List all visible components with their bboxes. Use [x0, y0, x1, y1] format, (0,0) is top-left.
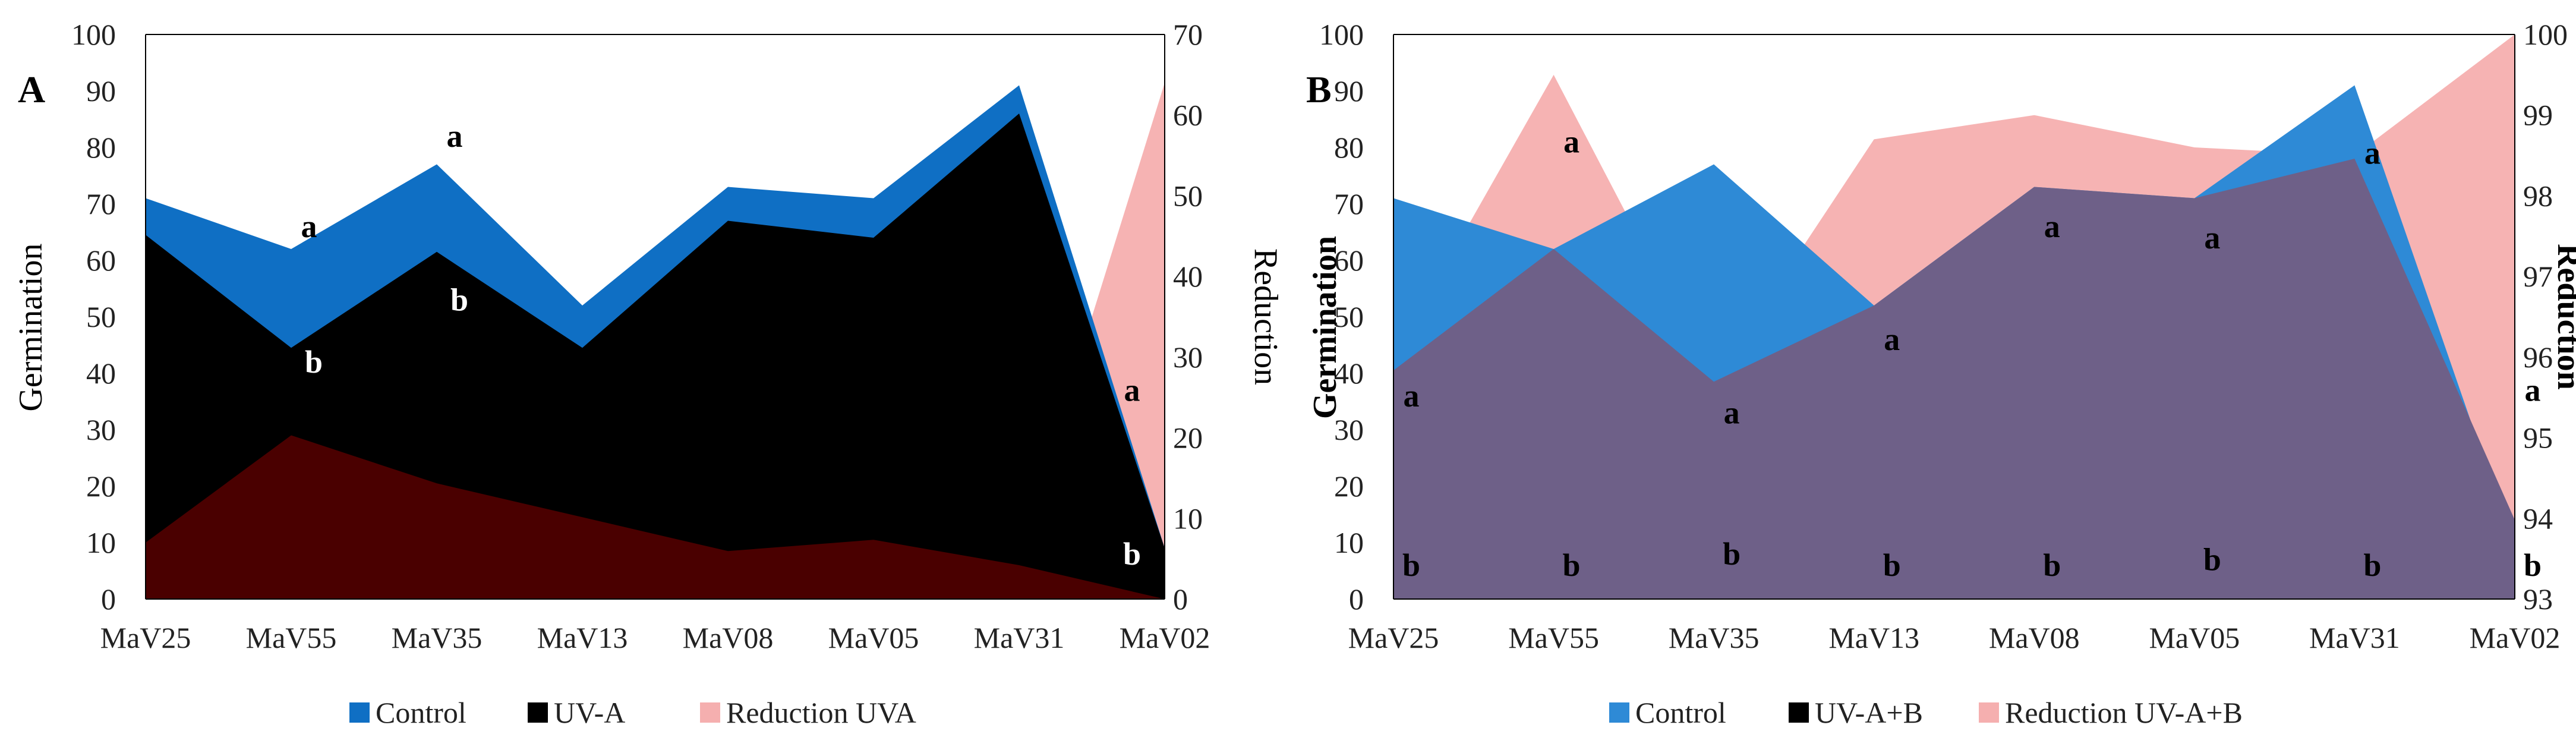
y2-tick-label: 93	[2523, 582, 2553, 616]
y-tick-label: 30	[86, 413, 116, 446]
y-tick-label: 100	[71, 18, 116, 51]
y2-tick-label: 99	[2523, 99, 2553, 132]
y-tick-label: 60	[86, 244, 116, 277]
annotation-letter: a	[2044, 209, 2060, 244]
y2-tick-label: 40	[1173, 260, 1203, 293]
y2-tick-label: 0	[1173, 582, 1188, 616]
panel-label: A	[18, 68, 45, 111]
y-tick-label: 30	[1334, 413, 1364, 446]
x-tick-label: MaV02	[2470, 621, 2561, 654]
y-tick-label: 40	[1334, 357, 1364, 390]
y-tick-label: 60	[1334, 244, 1364, 277]
legend-swatch-control	[1609, 702, 1629, 723]
annotation-letter: b	[1883, 547, 1901, 583]
annotation-letter: a	[1404, 378, 1420, 414]
annotation-letter: b	[2524, 547, 2542, 583]
annotation-letter: b	[305, 344, 323, 380]
panel-b-chart: 0 10 20 30 40 50 60 70 80 90 100 93 94 95 96 97 98 99 100 M…	[1306, 18, 2576, 729]
y-tick-label: 20	[86, 469, 116, 503]
annotation-letter: a	[2364, 135, 2380, 171]
legend-label-reduction-uv-a-b: Reduction UV-A+B	[2005, 696, 2243, 729]
y2-tick-label: 97	[2523, 260, 2553, 293]
x-tick-label: MaV31	[974, 621, 1065, 654]
annotation-letter: b	[1723, 536, 1741, 572]
area-overlap	[1393, 159, 2515, 599]
y2-tick-label: 95	[2523, 421, 2553, 455]
annotation-letter: a	[301, 209, 317, 244]
x-tick-label: MaV02	[1120, 621, 1210, 654]
legend-swatch-uv-a	[528, 702, 548, 723]
x-tick-label: MaV35	[392, 621, 483, 654]
y2-tick-label: 98	[2523, 179, 2553, 212]
legend-swatch-control	[349, 702, 370, 723]
y-tick-label: 40	[86, 357, 116, 390]
y2-axis-title: Reduction	[1247, 248, 1284, 385]
x-tick-label: MaV55	[1508, 621, 1599, 654]
x-tick-label: MaV13	[537, 621, 628, 654]
y-tick-label: 0	[1349, 582, 1364, 616]
x-tick-label: MaV08	[683, 621, 774, 654]
y2-axis-title: Reduction	[2550, 244, 2576, 390]
x-tick-label: MaV25	[1348, 621, 1439, 654]
annotation-letter: b	[1123, 536, 1141, 572]
panel-label: B	[1306, 68, 1332, 111]
y2-tick-label: 30	[1173, 341, 1203, 374]
annotation-letter: a	[1724, 395, 1740, 431]
annotation-letter: b	[2363, 547, 2381, 583]
annotation-letter: a	[1884, 322, 1900, 357]
legend-label-reduction-uva: Reduction UVA	[726, 696, 916, 729]
annotation-letter: b	[2043, 547, 2061, 583]
y2-tick-label: 100	[2523, 18, 2568, 51]
y-tick-label: 10	[86, 526, 116, 559]
annotation-letter: b	[1402, 547, 1420, 583]
x-tick-label: MaV05	[2149, 621, 2240, 654]
y-tick-label: 100	[1319, 18, 1364, 51]
y-axis-title: Germination	[12, 243, 49, 411]
y-tick-label: 50	[1334, 300, 1364, 333]
y-tick-label: 20	[1334, 469, 1364, 503]
y2-tick-label: 20	[1173, 421, 1203, 455]
y-tick-label: 70	[1334, 187, 1364, 220]
annotation-letter: a	[1124, 373, 1140, 408]
y-tick-label: 80	[1334, 131, 1364, 164]
x-tick-label: MaV13	[1828, 621, 1919, 654]
y2-tick-label: 96	[2523, 341, 2553, 374]
annotation-letter: a	[2204, 220, 2220, 256]
legend-label-uv-a-b: UV-A+B	[1815, 696, 1923, 729]
legend-label-uv-a: UV-A	[554, 696, 625, 729]
legend-swatch-reduction-uv-a-b	[1979, 702, 1999, 723]
annotation-letter: a	[2525, 373, 2541, 408]
y-tick-label: 80	[86, 131, 116, 164]
x-tick-label: MaV55	[246, 621, 337, 654]
x-tick-label: MaV08	[1989, 621, 2080, 654]
x-tick-label: MaV05	[828, 621, 919, 654]
annotation-letter: b	[2203, 542, 2221, 578]
x-tick-label: MaV31	[2309, 621, 2400, 654]
annotation-letter: b	[1563, 547, 1581, 583]
y-tick-label: 70	[86, 187, 116, 220]
x-tick-label: MaV35	[1669, 621, 1760, 654]
legend-label-control: Control	[376, 696, 466, 729]
y2-tick-label: 94	[2523, 502, 2553, 535]
y-axis-title: Germination	[1307, 236, 1344, 419]
area-overlap	[146, 435, 1165, 599]
panel-a-chart: 0 10 20 30 40 50 60 70 80 90 100 0 10 20 30 40 50 60 70 MaV…	[12, 18, 1284, 729]
x-tick-label: MaV25	[100, 621, 191, 654]
annotation-letter: a	[447, 118, 463, 154]
y-tick-label: 90	[1334, 74, 1364, 108]
y2-tick-label: 70	[1173, 18, 1203, 51]
legend-label-control: Control	[1635, 696, 1726, 729]
y-tick-label: 0	[101, 582, 116, 616]
y-tick-label: 50	[86, 300, 116, 333]
y-tick-label: 10	[1334, 526, 1364, 559]
annotation-letter: a	[1563, 124, 1579, 160]
legend-swatch-reduction-uva	[700, 702, 720, 723]
y2-tick-label: 50	[1173, 179, 1203, 212]
y-tick-label: 90	[86, 74, 116, 108]
y2-tick-label: 10	[1173, 502, 1203, 535]
legend-swatch-uv-a-b	[1789, 702, 1809, 723]
y2-tick-label: 60	[1173, 99, 1203, 132]
annotation-letter: b	[450, 282, 468, 318]
